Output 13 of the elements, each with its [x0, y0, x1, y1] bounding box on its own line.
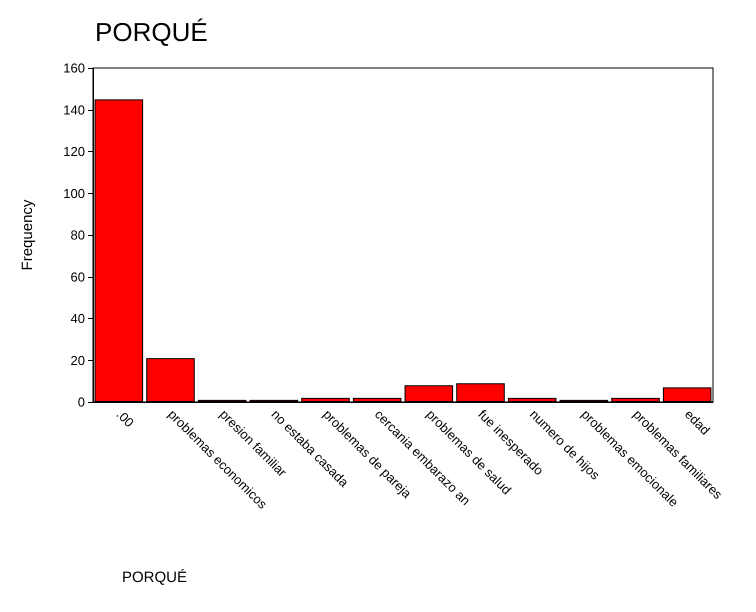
y-axis-title: Frequency	[19, 199, 36, 270]
y-tick-label: 120	[63, 144, 85, 159]
y-tick-label: 20	[70, 352, 85, 368]
y-tick-label: 0	[78, 394, 85, 410]
x-tick-label: .00	[114, 406, 137, 430]
y-tick-label: 40	[70, 311, 85, 326]
x-axis-title: PORQUÉ	[122, 568, 188, 586]
y-tick-label: 60	[70, 269, 85, 284]
chart-title: PORQUÉ	[95, 17, 208, 47]
y-tick-label: 160	[63, 60, 85, 76]
y-tick-label: 100	[63, 186, 85, 201]
y-tick-label: 140	[63, 102, 85, 118]
y-tick-label: 80	[70, 228, 85, 242]
